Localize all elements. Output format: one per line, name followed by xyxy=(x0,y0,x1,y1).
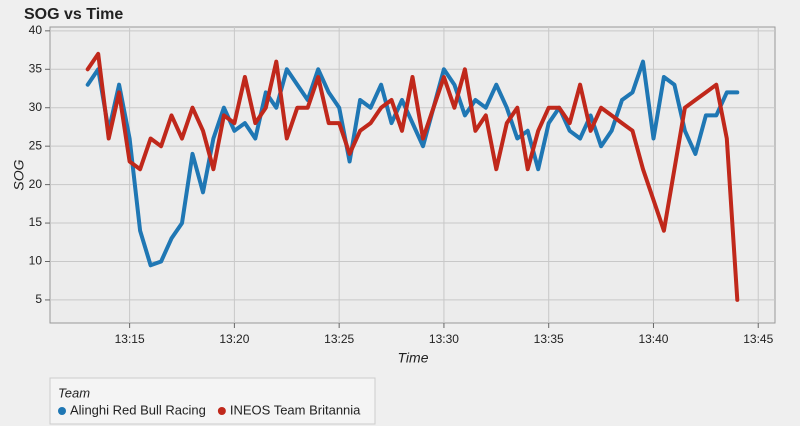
x-tick-label: 13:35 xyxy=(534,332,564,346)
y-axis-label: SOG xyxy=(11,159,27,190)
legend-label: Alinghi Red Bull Racing xyxy=(70,402,206,417)
y-tick-label: 40 xyxy=(29,23,43,37)
chart-title: SOG vs Time xyxy=(24,6,123,23)
y-tick-label: 20 xyxy=(29,177,43,191)
y-tick-label: 25 xyxy=(29,138,43,152)
y-tick-label: 5 xyxy=(35,292,42,306)
series-line xyxy=(85,59,740,268)
x-tick-label: 13:30 xyxy=(429,332,459,346)
y-tick-label: 15 xyxy=(29,215,43,229)
x-axis-label: Time xyxy=(398,350,429,366)
x-tick-label: 13:15 xyxy=(115,332,145,346)
y-tick-label: 10 xyxy=(29,254,43,268)
y-tick-label: 35 xyxy=(29,61,43,75)
legend-marker xyxy=(217,407,226,415)
legend-label: INEOS Team Britannia xyxy=(230,402,361,417)
legend-title: Team xyxy=(58,385,90,400)
legend-marker xyxy=(58,407,66,415)
x-tick-label: 13:45 xyxy=(743,332,773,346)
plot-area xyxy=(49,26,776,324)
x-tick-label: 13:20 xyxy=(219,332,249,346)
legend xyxy=(49,377,376,425)
x-tick-label: 13:40 xyxy=(638,332,668,346)
series-line xyxy=(85,51,740,302)
x-tick-label: 13:25 xyxy=(324,332,354,346)
y-tick-label: 30 xyxy=(29,100,43,114)
